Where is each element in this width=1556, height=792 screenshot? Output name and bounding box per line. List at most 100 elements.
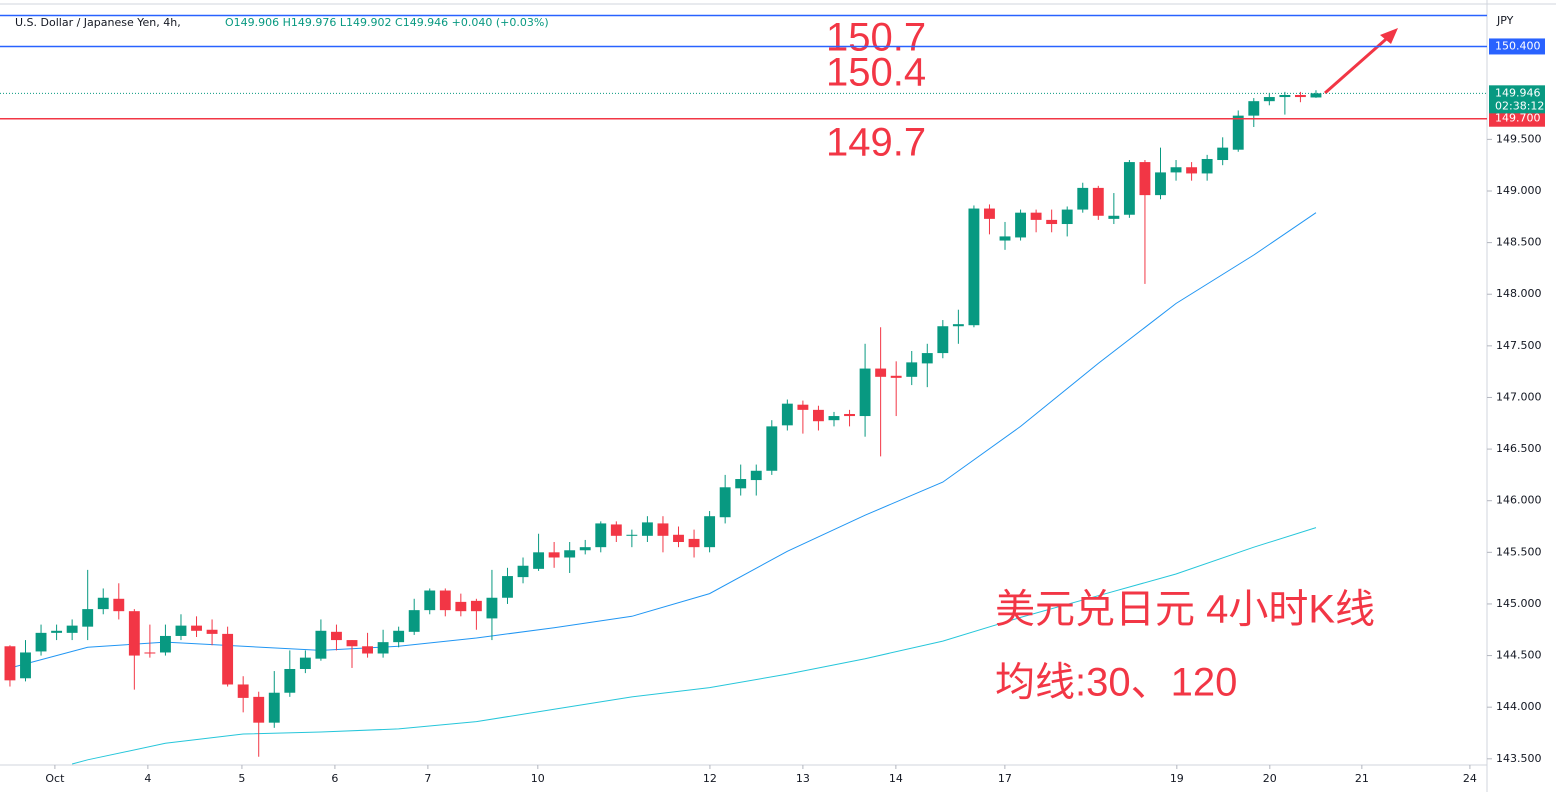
candle-body	[828, 416, 840, 421]
candle-body	[377, 642, 389, 654]
arrow-head	[1380, 28, 1398, 44]
candle-body	[937, 326, 949, 354]
candle-body	[641, 522, 653, 536]
candle-body	[735, 479, 747, 489]
candle-body	[704, 516, 716, 548]
candle-body	[812, 409, 824, 422]
x-tick-label: 7	[424, 772, 431, 785]
note-text: 均线:30、120	[995, 661, 1237, 705]
candle-body	[1155, 172, 1166, 196]
candle-body	[284, 668, 296, 693]
candle-body	[315, 630, 327, 659]
x-tick-label: 14	[889, 772, 903, 785]
candle-body	[1092, 187, 1104, 216]
candle-body	[51, 630, 63, 633]
candle-body	[1201, 158, 1213, 174]
candle-body	[766, 426, 778, 471]
candle-body	[1217, 147, 1229, 161]
candle-body	[20, 652, 31, 679]
candle-body	[1046, 219, 1058, 225]
candle-body	[1123, 162, 1135, 215]
y-tick-label: 144.000	[1496, 700, 1542, 713]
candle-body	[1061, 209, 1073, 225]
x-tick-label: 17	[998, 772, 1012, 785]
y-tick-label: 149.000	[1496, 184, 1542, 197]
candle-body	[673, 534, 684, 543]
x-tick-label: 10	[531, 772, 545, 785]
x-tick-label: Oct	[45, 772, 65, 785]
candle-body	[253, 696, 265, 723]
candle-body	[237, 684, 249, 698]
y-tick-label: 146.000	[1496, 494, 1542, 507]
x-tick-label: 4	[144, 772, 151, 785]
x-tick-label: 6	[331, 772, 338, 785]
x-tick-label: 12	[703, 772, 717, 785]
candle-body	[859, 368, 871, 417]
candle-body	[1170, 167, 1182, 173]
candle-body	[66, 625, 78, 633]
candle-body	[984, 208, 995, 219]
candle-body	[159, 635, 171, 653]
candle-body	[750, 470, 762, 481]
candle-body	[1015, 212, 1027, 238]
x-tick-label: 5	[238, 772, 245, 785]
candle-body	[1263, 97, 1275, 102]
candle-body	[408, 610, 420, 632]
candle-body	[548, 552, 560, 558]
candle-body	[439, 590, 451, 611]
candle-body	[1077, 187, 1089, 210]
candle-body	[502, 576, 513, 598]
ohlc-readout: O149.906 H149.976 L149.902 C149.946 +0.0…	[225, 16, 549, 29]
candle-body	[968, 208, 980, 326]
candle-body	[1232, 115, 1244, 150]
x-tick-label: 19	[1170, 772, 1184, 785]
candle-body	[1294, 94, 1306, 98]
candle-body	[626, 534, 638, 536]
price-annotation: 150.4	[826, 51, 926, 95]
last-price-tag	[1489, 85, 1545, 114]
candle-body	[299, 657, 311, 669]
y-tick-label: 149.500	[1496, 132, 1542, 145]
candle-body	[113, 598, 125, 612]
symbol-title: U.S. Dollar / Japanese Yen, 4h,	[15, 16, 181, 29]
candle-body	[517, 565, 529, 578]
candle-body	[1279, 94, 1291, 98]
candle-body	[1139, 162, 1151, 196]
candle-body	[191, 625, 202, 631]
candle-body	[393, 630, 405, 643]
candle-body	[486, 597, 498, 619]
y-tick-label: 148.000	[1496, 287, 1542, 300]
x-tick-label: 20	[1263, 772, 1277, 785]
candle-body	[1108, 215, 1120, 219]
y-tick-label: 143.500	[1496, 752, 1542, 765]
candle-body	[875, 368, 887, 377]
candle-body	[206, 629, 218, 634]
candle-body	[1310, 93, 1322, 98]
candle-body	[346, 640, 358, 647]
candle-body	[1248, 101, 1260, 116]
y-tick-label: 144.500	[1496, 649, 1542, 662]
y-tick-label: 146.500	[1496, 442, 1542, 455]
candle-body	[144, 652, 156, 654]
plot-area	[4, 90, 1322, 765]
x-tick-label: 13	[796, 772, 810, 785]
candle-body	[128, 611, 140, 656]
candle-body	[579, 547, 591, 551]
candle-body	[564, 550, 576, 558]
last-price-label: 149.946	[1495, 86, 1541, 99]
price-tag	[1489, 110, 1545, 127]
candle-body	[362, 646, 373, 654]
price-annotation: 150.7	[826, 16, 926, 60]
candle-body	[921, 353, 933, 364]
note-text: 美元兑日元 4小时K线	[995, 588, 1375, 632]
y-tick-label: 147.500	[1496, 339, 1542, 352]
candle-body	[999, 236, 1011, 241]
candle-body	[4, 646, 16, 681]
countdown-label: 02:38:12	[1495, 99, 1544, 112]
candle-body	[781, 403, 793, 426]
candle-body	[97, 597, 109, 610]
candle-body	[222, 633, 234, 685]
y-tick-label: 147.000	[1496, 390, 1542, 403]
